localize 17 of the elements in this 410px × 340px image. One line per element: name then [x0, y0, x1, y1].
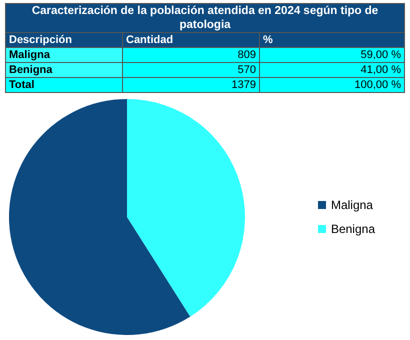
legend-label: Maligna: [330, 197, 373, 214]
chart-title: Caracterización de la población atendida en 2024 según tipo de patologia: [6, 4, 404, 32]
text: 100,00 %: [260, 78, 404, 92]
legend-label: Benigna: [330, 221, 375, 238]
text: 809: [122, 48, 260, 62]
pie-slice: [127, 99, 245, 317]
text: 41,00 %: [260, 62, 404, 78]
text: 570: [122, 62, 260, 78]
text: Cantidad: [122, 32, 260, 48]
pie-slice: [9, 99, 190, 335]
text: Total: [6, 78, 122, 92]
text: %: [260, 32, 404, 48]
category-label: Benigna: [9, 64, 52, 76]
text: 59,00 %: [260, 48, 404, 62]
slice-label: Maligna: [6, 48, 122, 62]
text: Descripción: [6, 32, 122, 48]
text: 1379: [122, 78, 260, 92]
